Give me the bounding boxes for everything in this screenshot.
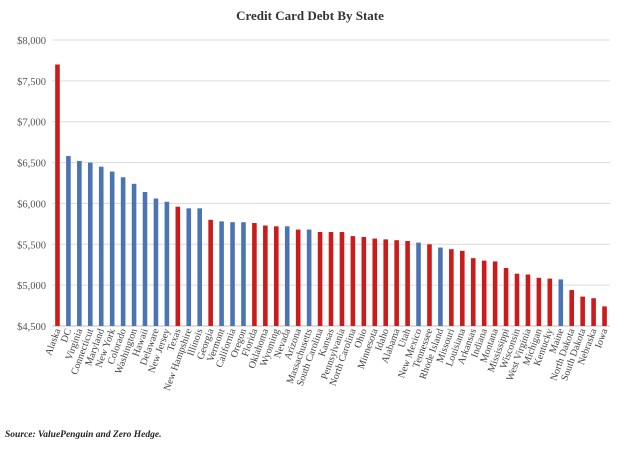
bar xyxy=(77,160,82,326)
bar xyxy=(219,221,224,326)
y-tick-label: $6,000 xyxy=(17,199,46,210)
bar xyxy=(547,278,553,326)
bar xyxy=(427,244,432,326)
bar xyxy=(536,277,542,326)
y-tick-label: $7,500 xyxy=(17,77,46,88)
bar xyxy=(153,198,159,326)
bar xyxy=(142,191,148,326)
bar xyxy=(459,250,465,326)
bar xyxy=(394,240,399,326)
bar xyxy=(164,201,170,326)
bar xyxy=(295,229,301,326)
bar xyxy=(580,296,585,326)
bar xyxy=(350,236,356,326)
bar xyxy=(558,279,564,326)
bar xyxy=(339,232,345,326)
y-tick-label: $5,000 xyxy=(17,281,46,292)
y-tick-label: $7,000 xyxy=(17,118,46,129)
bar xyxy=(317,232,323,326)
bar xyxy=(197,208,203,326)
bar xyxy=(87,162,93,326)
bar xyxy=(405,241,410,326)
bar xyxy=(98,166,104,326)
bar xyxy=(241,222,246,326)
chart-title: Credit Card Debt By State xyxy=(236,8,384,23)
bar xyxy=(438,247,443,326)
bars xyxy=(55,64,607,326)
bar xyxy=(372,238,378,326)
bar xyxy=(186,208,192,326)
bar xyxy=(131,183,137,326)
bar xyxy=(120,177,126,326)
y-tick-label: $8,000 xyxy=(17,36,46,47)
y-tick-label: $4,500 xyxy=(17,322,46,333)
bar xyxy=(66,156,71,326)
bar xyxy=(591,298,596,326)
bar xyxy=(361,236,367,326)
x-tick-label: Alaska xyxy=(43,327,63,357)
bar xyxy=(252,223,257,326)
bar xyxy=(273,226,279,326)
bar xyxy=(569,290,575,326)
bar xyxy=(328,232,334,326)
bar xyxy=(416,242,421,326)
y-tick-label: $5,500 xyxy=(17,240,46,251)
bar xyxy=(602,306,607,326)
bar xyxy=(230,222,235,326)
bar xyxy=(470,258,476,326)
bar xyxy=(175,206,181,326)
bar xyxy=(514,273,520,326)
bar xyxy=(383,239,389,326)
bar xyxy=(503,267,509,326)
bar xyxy=(55,64,60,326)
source-note: Source: ValuePenguin and Zero Hedge. xyxy=(5,430,162,440)
bar xyxy=(208,219,213,326)
bar xyxy=(306,229,312,326)
bar xyxy=(525,274,531,326)
bar xyxy=(481,260,487,326)
bar xyxy=(449,249,454,326)
bar xyxy=(492,261,498,326)
x-tick-label: DC xyxy=(59,327,74,344)
bar xyxy=(263,225,268,326)
bar xyxy=(284,226,290,326)
y-tick-label: $6,500 xyxy=(17,159,46,170)
bar xyxy=(109,171,115,326)
